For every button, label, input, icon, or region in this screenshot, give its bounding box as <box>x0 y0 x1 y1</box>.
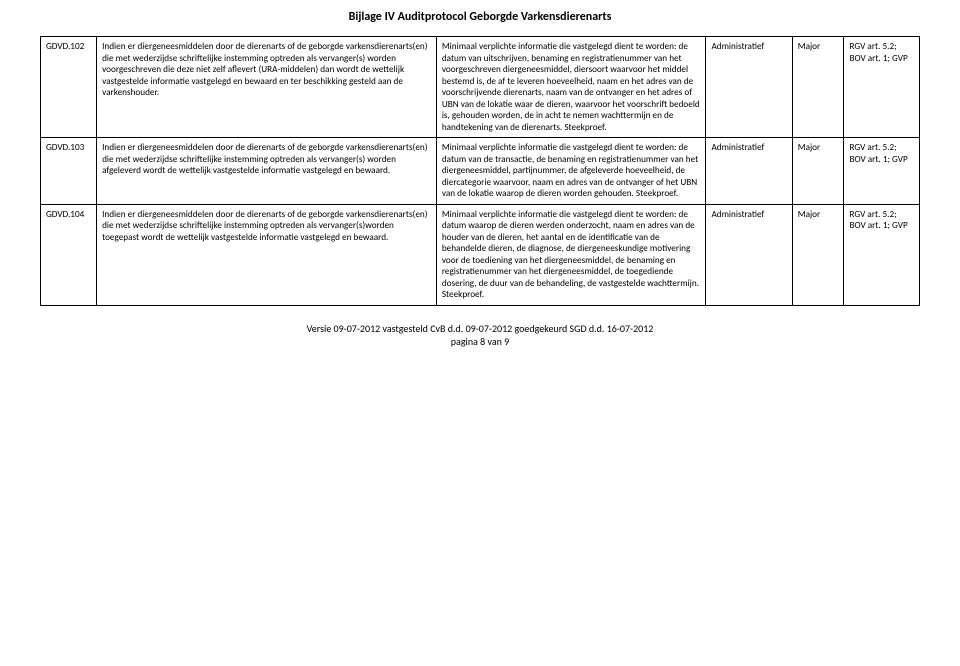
cell-requirement: Indien er diergeneesmiddelen door de die… <box>97 204 437 305</box>
cell-reference: RGV art. 5.2; BOV art. 1; GVP <box>844 138 920 205</box>
cell-weight: Major <box>792 37 844 138</box>
cell-requirement: Indien er diergeneesmiddelen door de die… <box>97 37 437 138</box>
page: Bijlage IV Auditprotocol Geborgde Varken… <box>0 0 960 666</box>
cell-code: GDVD.104 <box>41 204 97 305</box>
table-row: GDVD.102 Indien er diergeneesmiddelen do… <box>41 37 920 138</box>
cell-weight: Major <box>792 138 844 205</box>
cell-reference: RGV art. 5.2; BOV art. 1; GVP <box>844 204 920 305</box>
table-row: GDVD.103 Indien er diergeneesmiddelen do… <box>41 138 920 205</box>
cell-weight: Major <box>792 204 844 305</box>
cell-reference: RGV art. 5.2; BOV art. 1; GVP <box>844 37 920 138</box>
footer-line-2: pagina 8 van 9 <box>40 335 920 348</box>
cell-code: GDVD.102 <box>41 37 97 138</box>
document-title: Bijlage IV Auditprotocol Geborgde Varken… <box>40 10 920 24</box>
audit-table: GDVD.102 Indien er diergeneesmiddelen do… <box>40 36 920 306</box>
cell-how: Minimaal verplichte informatie die vastg… <box>436 138 706 205</box>
cell-how: Minimaal verplichte informatie die vastg… <box>436 37 706 138</box>
cell-type: Administratief <box>706 37 792 138</box>
cell-how: Minimaal verplichte informatie die vastg… <box>436 204 706 305</box>
cell-type: Administratief <box>706 138 792 205</box>
cell-code: GDVD.103 <box>41 138 97 205</box>
cell-requirement: Indien er diergeneesmiddelen door de die… <box>97 138 437 205</box>
footer-line-1: Versie 09-07-2012 vastgesteld CvB d.d. 0… <box>40 322 920 335</box>
table-row: GDVD.104 Indien er diergeneesmiddelen do… <box>41 204 920 305</box>
page-footer: Versie 09-07-2012 vastgesteld CvB d.d. 0… <box>40 322 920 348</box>
cell-type: Administratief <box>706 204 792 305</box>
